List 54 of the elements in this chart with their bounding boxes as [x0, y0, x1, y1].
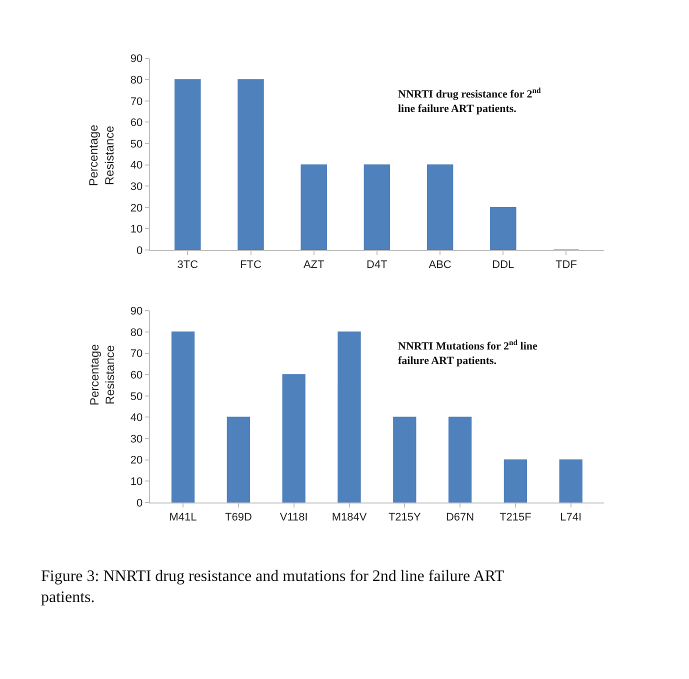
bar — [300, 164, 327, 250]
y-tick-label: 40 — [130, 160, 143, 172]
bar — [559, 459, 582, 502]
bar — [490, 206, 516, 250]
y-tick-label: 50 — [130, 390, 143, 403]
y-tick-label: 90 — [130, 306, 143, 318]
x-tick-label: V118I — [280, 512, 308, 524]
text: NNRTI drug resistance for 2$^{nd}$ line failure ART patients. — [398, 86, 541, 115]
y-tick-label: 0 — [136, 497, 143, 510]
bar — [426, 164, 454, 250]
text: NNRTI Mutations for 2$^{nd}$ line failure ART patients. — [398, 338, 538, 367]
bar — [174, 79, 201, 250]
x-tick-label: M41L — [169, 512, 197, 524]
bar — [338, 332, 361, 502]
x-tick-label: 3TC — [177, 259, 198, 272]
bar — [364, 164, 390, 250]
y-tick-label: 0 — [136, 244, 143, 257]
bar — [504, 459, 528, 502]
y-tick-label: 10 — [130, 476, 143, 488]
x-tick-label: L74I — [560, 512, 582, 524]
y-tick-label: 60 — [130, 117, 143, 130]
bar — [238, 79, 264, 250]
y-tick-label: 10 — [130, 224, 143, 236]
x-tick-label: T69D — [224, 512, 252, 524]
bar — [393, 416, 416, 502]
y-tick-label: 70 — [130, 348, 143, 360]
x-tick-label: FTC — [240, 259, 262, 272]
x-tick-label: ABC — [428, 259, 452, 272]
x-tick-label: M184V — [332, 512, 368, 524]
x-tick-label: TDF — [556, 259, 578, 272]
x-tick-label: T215Y — [388, 512, 422, 524]
y-tick-label: 40 — [130, 412, 143, 424]
y-tick-label: 20 — [130, 454, 143, 467]
bar — [282, 374, 306, 502]
x-tick-label: D4T — [366, 259, 388, 272]
y-tick-label: 70 — [130, 96, 143, 108]
y-tick-label: 60 — [130, 369, 143, 382]
x-tick-label: T215F — [500, 512, 532, 524]
bar — [448, 416, 472, 502]
y-tick-label: 30 — [130, 433, 143, 446]
y-axis-title: Percentage Resistance — [87, 344, 117, 406]
y-tick-label: 90 — [130, 53, 143, 66]
y-tick-label: 80 — [130, 74, 143, 86]
y-axis-title: Percentage Resistance — [86, 124, 116, 186]
y-tick-label: 30 — [130, 180, 143, 193]
y-tick-label: 80 — [130, 326, 143, 339]
caption: Figure 3: NNRTI drug resistance and mutations for 2nd line failure ART patients. — [41, 568, 505, 606]
bar — [171, 332, 195, 502]
x-tick-label: DDL — [492, 259, 514, 272]
x-tick-label: D67N — [446, 512, 474, 524]
bar — [226, 416, 250, 502]
y-tick-label: 50 — [130, 138, 143, 150]
y-tick-label: 20 — [130, 202, 143, 214]
x-tick-label: AZT — [303, 259, 325, 272]
